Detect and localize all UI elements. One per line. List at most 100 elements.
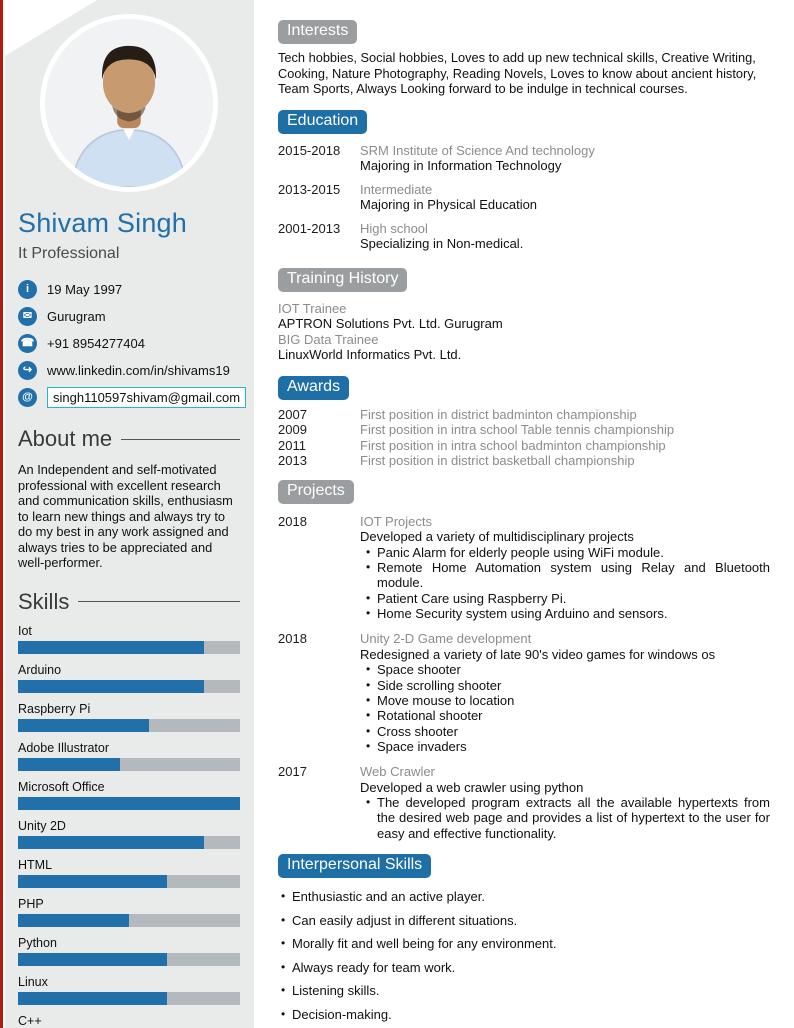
interpersonal-item: Decision-making.	[278, 1007, 770, 1023]
training-badge: Training History	[278, 267, 408, 292]
contact-row: ↪ www.linkedin.com/in/shivams19	[18, 360, 240, 380]
skill-label: PHP	[18, 896, 44, 911]
interests-text: Tech hobbies, Social hobbies, Loves to a…	[278, 50, 757, 96]
project-bullet: Rotational shooter	[360, 708, 770, 724]
projects-list: 2018 IOT Projects Developed a variety of m…	[278, 514, 770, 841]
interpersonal-item: Morally fit and well being for any envir…	[278, 936, 770, 952]
skill-bar-fill	[18, 640, 205, 654]
education-badge: Education	[278, 109, 368, 134]
contact-text: Gurugram	[47, 308, 106, 324]
project-bullet: Move mouse to location	[360, 693, 770, 709]
contact-text[interactable]: singh110597shivam@gmail.com	[47, 387, 247, 408]
education-list: 2015-2018 SRM Institute of Science And te…	[278, 143, 770, 252]
education-period: 2013-2015	[278, 181, 341, 197]
skill-bar-fill	[18, 679, 205, 693]
skill-item: Unity 2D	[18, 819, 240, 849]
skill-bar-fill	[18, 952, 167, 966]
skill-item: HTML	[18, 858, 240, 888]
main-content: Interests Tech hobbies, Social hobbies, …	[278, 0, 770, 1028]
project-bullet: Panic Alarm for elderly people using WiF…	[360, 545, 770, 561]
education-title: High school	[360, 220, 428, 236]
heading-rule	[78, 601, 240, 602]
skill-label: C++	[18, 1013, 42, 1028]
skill-bar-fill	[18, 757, 121, 771]
project-bullet: Side scrolling shooter	[360, 678, 770, 694]
education-period: 2001-2013	[278, 220, 341, 236]
section-education: Education 2015-2018 SRM Institute of Scie…	[278, 109, 770, 252]
skill-bar	[18, 640, 240, 654]
education-entry: High school Specializing in Non-medical.	[360, 221, 770, 252]
education-title: SRM Institute of Science And technology	[360, 142, 595, 158]
skill-bar	[18, 718, 240, 732]
heading-rule	[121, 438, 240, 440]
skill-item: PHP	[18, 897, 240, 927]
person-title: It Professional	[18, 245, 120, 262]
contact-row: i 19 May 1997	[18, 279, 240, 299]
education-title: Intermediate	[360, 181, 433, 197]
skill-bar-fill	[18, 991, 167, 1005]
project-title: IOT Projects	[360, 513, 433, 529]
project-subtitle: Redesigned a variety of late 90's video …	[360, 646, 716, 662]
project-bullet: Cross shooter	[360, 724, 770, 740]
about-heading: About me	[18, 426, 240, 452]
project-bullet: Remote Home Automation system using Rela…	[360, 560, 770, 591]
project-title: Unity 2-D Game development	[360, 631, 532, 647]
awards-badge: Awards	[278, 375, 350, 400]
skill-bar-fill	[18, 835, 205, 849]
sidebar: Shivam Singh It Professional i 19 May 199…	[5, 0, 254, 1028]
section-interests: Interests Tech hobbies, Social hobbies, …	[278, 20, 770, 97]
project-entry: IOT Projects Developed a variety of multi…	[360, 513, 770, 622]
education-entry: Intermediate Majoring in Physical Educati…	[360, 182, 770, 213]
award-text: First position in district badminton cha…	[360, 406, 637, 422]
award-text: First position in intra school Table ten…	[360, 422, 675, 438]
skill-item: Adobe Illustrator	[18, 741, 240, 771]
skill-item: C++	[18, 1014, 240, 1028]
skill-bar	[18, 991, 240, 1005]
training-line: APTRON Solutions Pvt. Ltd. Gurugram	[278, 316, 503, 332]
skill-item: Iot	[18, 624, 240, 654]
project-bullet: Space invaders	[360, 739, 770, 755]
skill-label: Raspberry Pi	[18, 701, 91, 716]
training-line: LinuxWorld Informatics Pvt. Ltd.	[278, 347, 462, 363]
contact-text: 19 May 1997	[47, 281, 123, 297]
contact-text[interactable]: www.linkedin.com/in/shivams19	[47, 362, 230, 378]
mail-icon: ✉	[18, 306, 37, 326]
interpersonal-item: Can easily adjust in different situation…	[278, 913, 770, 929]
skill-label: Linux	[18, 974, 48, 989]
skill-item: Arduino	[18, 663, 240, 693]
skill-bar-fill	[18, 913, 129, 927]
projects-badge: Projects	[278, 479, 354, 504]
skill-bar-fill	[18, 718, 149, 732]
contact-row: ☎ +91 8954277404	[18, 333, 240, 353]
info-icon: i	[18, 279, 37, 299]
training-list: IOT Trainee APTRON Solutions Pvt. Ltd. Gu…	[278, 301, 770, 363]
interpersonal-badge: Interpersonal Skills	[278, 854, 432, 879]
skill-bar	[18, 952, 240, 966]
contact-text: +91 8954277404	[47, 335, 145, 351]
left-edge-line	[0, 0, 3, 1028]
skill-label: HTML	[18, 857, 53, 872]
project-subtitle: Developed a variety of multidisciplinary…	[360, 529, 634, 545]
contact-row: @ singh110597shivam@gmail.com	[18, 387, 247, 408]
education-entry: SRM Institute of Science And technology M…	[360, 143, 770, 174]
awards-list: 2007 First position in district badminton…	[278, 407, 770, 469]
skill-item: Microsoft Office	[18, 780, 240, 810]
section-projects: Projects 2018 IOT Projects Developed a var…	[278, 479, 770, 841]
about-text: An Independent and self-motivated profes…	[18, 462, 233, 570]
project-bullet: Home Security system using Arduino and s…	[360, 606, 770, 622]
project-title: Web Crawler	[360, 764, 435, 780]
project-subtitle: Developed a web crawler using python	[360, 779, 584, 795]
skill-bar	[18, 874, 240, 888]
project-bullet: Space shooter	[360, 662, 770, 678]
training-line: BIG Data Trainee	[278, 331, 379, 347]
about-heading-text: About me	[18, 426, 113, 451]
training-line: IOT Trainee	[278, 300, 347, 316]
interests-badge: Interests	[278, 20, 358, 44]
skill-bar	[18, 679, 240, 693]
project-entry: Unity 2-D Game development Redesigned a v…	[360, 631, 770, 754]
skill-label: Python	[18, 935, 57, 950]
section-training: Training History IOT Trainee APTRON Solut…	[278, 267, 770, 363]
project-entry: Web Crawler Developed a web crawler using…	[360, 764, 770, 841]
award-year: 2007	[278, 406, 307, 422]
